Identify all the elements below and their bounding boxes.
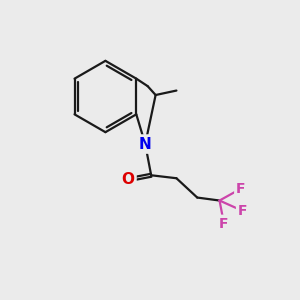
Text: F: F [238, 204, 247, 218]
Text: F: F [219, 217, 229, 231]
Text: N: N [139, 136, 152, 152]
Text: O: O [122, 172, 134, 187]
Text: F: F [236, 182, 246, 196]
